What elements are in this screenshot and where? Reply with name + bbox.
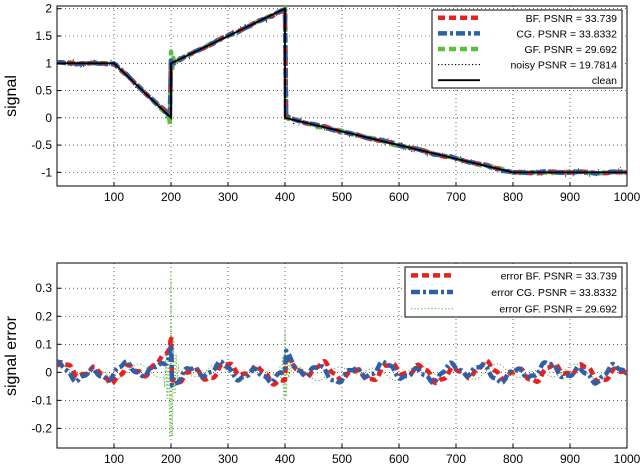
legend-entry: error CG. PSNR = 33.8332 (491, 287, 617, 299)
legend-entry: error GF. PSNR = 29.692 (499, 304, 617, 316)
x-tick-label: 900 (560, 452, 580, 466)
signal-plot: 100 200 300 400 500 600 700 800 900 1000 2 1.5 1 0.5 0… (3, 2, 640, 204)
legend-entry: GF. PSNR = 29.692 (524, 44, 617, 56)
series-error-gf (57, 271, 627, 439)
series-group (57, 271, 627, 439)
x-tick-label: 200 (161, 452, 181, 466)
series-group (57, 6, 627, 179)
x-tick-label: 400 (275, 452, 295, 466)
y-tick-label: 0 (45, 365, 52, 379)
y-tick-label: 2 (45, 2, 52, 16)
x-tick-label: 600 (389, 190, 409, 204)
x-tick-label: 500 (332, 452, 352, 466)
y-tick-label: -0.1 (31, 393, 52, 407)
y-tick-label: 0.1 (35, 337, 52, 351)
legend-entry: CG. PSNR = 33.8332 (516, 28, 617, 40)
x-tick-label: 600 (389, 452, 409, 466)
x-tick-label: 1000 (614, 190, 640, 204)
y-tick-label: 1.5 (35, 29, 52, 43)
y-tick-label: 0.3 (35, 281, 52, 295)
legend-entry: clean (592, 75, 617, 87)
legend-entry: noisy PSNR = 19.7814 (510, 60, 617, 72)
x-tick-label: 1000 (614, 452, 640, 466)
y-tick-label: -0.5 (31, 138, 52, 152)
y-tick-label: 0.5 (35, 84, 52, 98)
x-tick-label: 900 (560, 190, 580, 204)
signal-error-plot: 100 200 300 400 500 600 700 800 900 1000 0.3 0.2 0.1… (3, 262, 640, 466)
legend-entry: error BF. PSNR = 33.739 (501, 270, 618, 282)
y-tick-label: -0.2 (31, 421, 52, 435)
x-tick-label: 800 (503, 452, 523, 466)
x-tick-label: 100 (104, 452, 124, 466)
x-tick-label: 300 (218, 452, 238, 466)
y-axis-label: signal error (3, 315, 20, 396)
x-tick-label: 400 (275, 190, 295, 204)
y-axis-label: signal (3, 75, 20, 117)
y-tick-label: 0 (45, 111, 52, 125)
x-tick-label: 300 (218, 190, 238, 204)
y-tick-label: 1 (45, 56, 52, 70)
x-tick-label: 500 (332, 190, 352, 204)
x-tick-label: 700 (446, 190, 466, 204)
y-tick-label: 0.2 (35, 309, 52, 323)
series-error-cg (57, 342, 627, 388)
y-tick-label: -1 (41, 165, 52, 179)
x-tick-label: 100 (104, 190, 124, 204)
legend-entry: BF. PSNR = 33.739 (526, 13, 618, 25)
x-tick-label: 200 (161, 190, 181, 204)
series-clean (57, 7, 627, 174)
x-tick-label: 800 (503, 190, 523, 204)
x-tick-label: 700 (446, 452, 466, 466)
